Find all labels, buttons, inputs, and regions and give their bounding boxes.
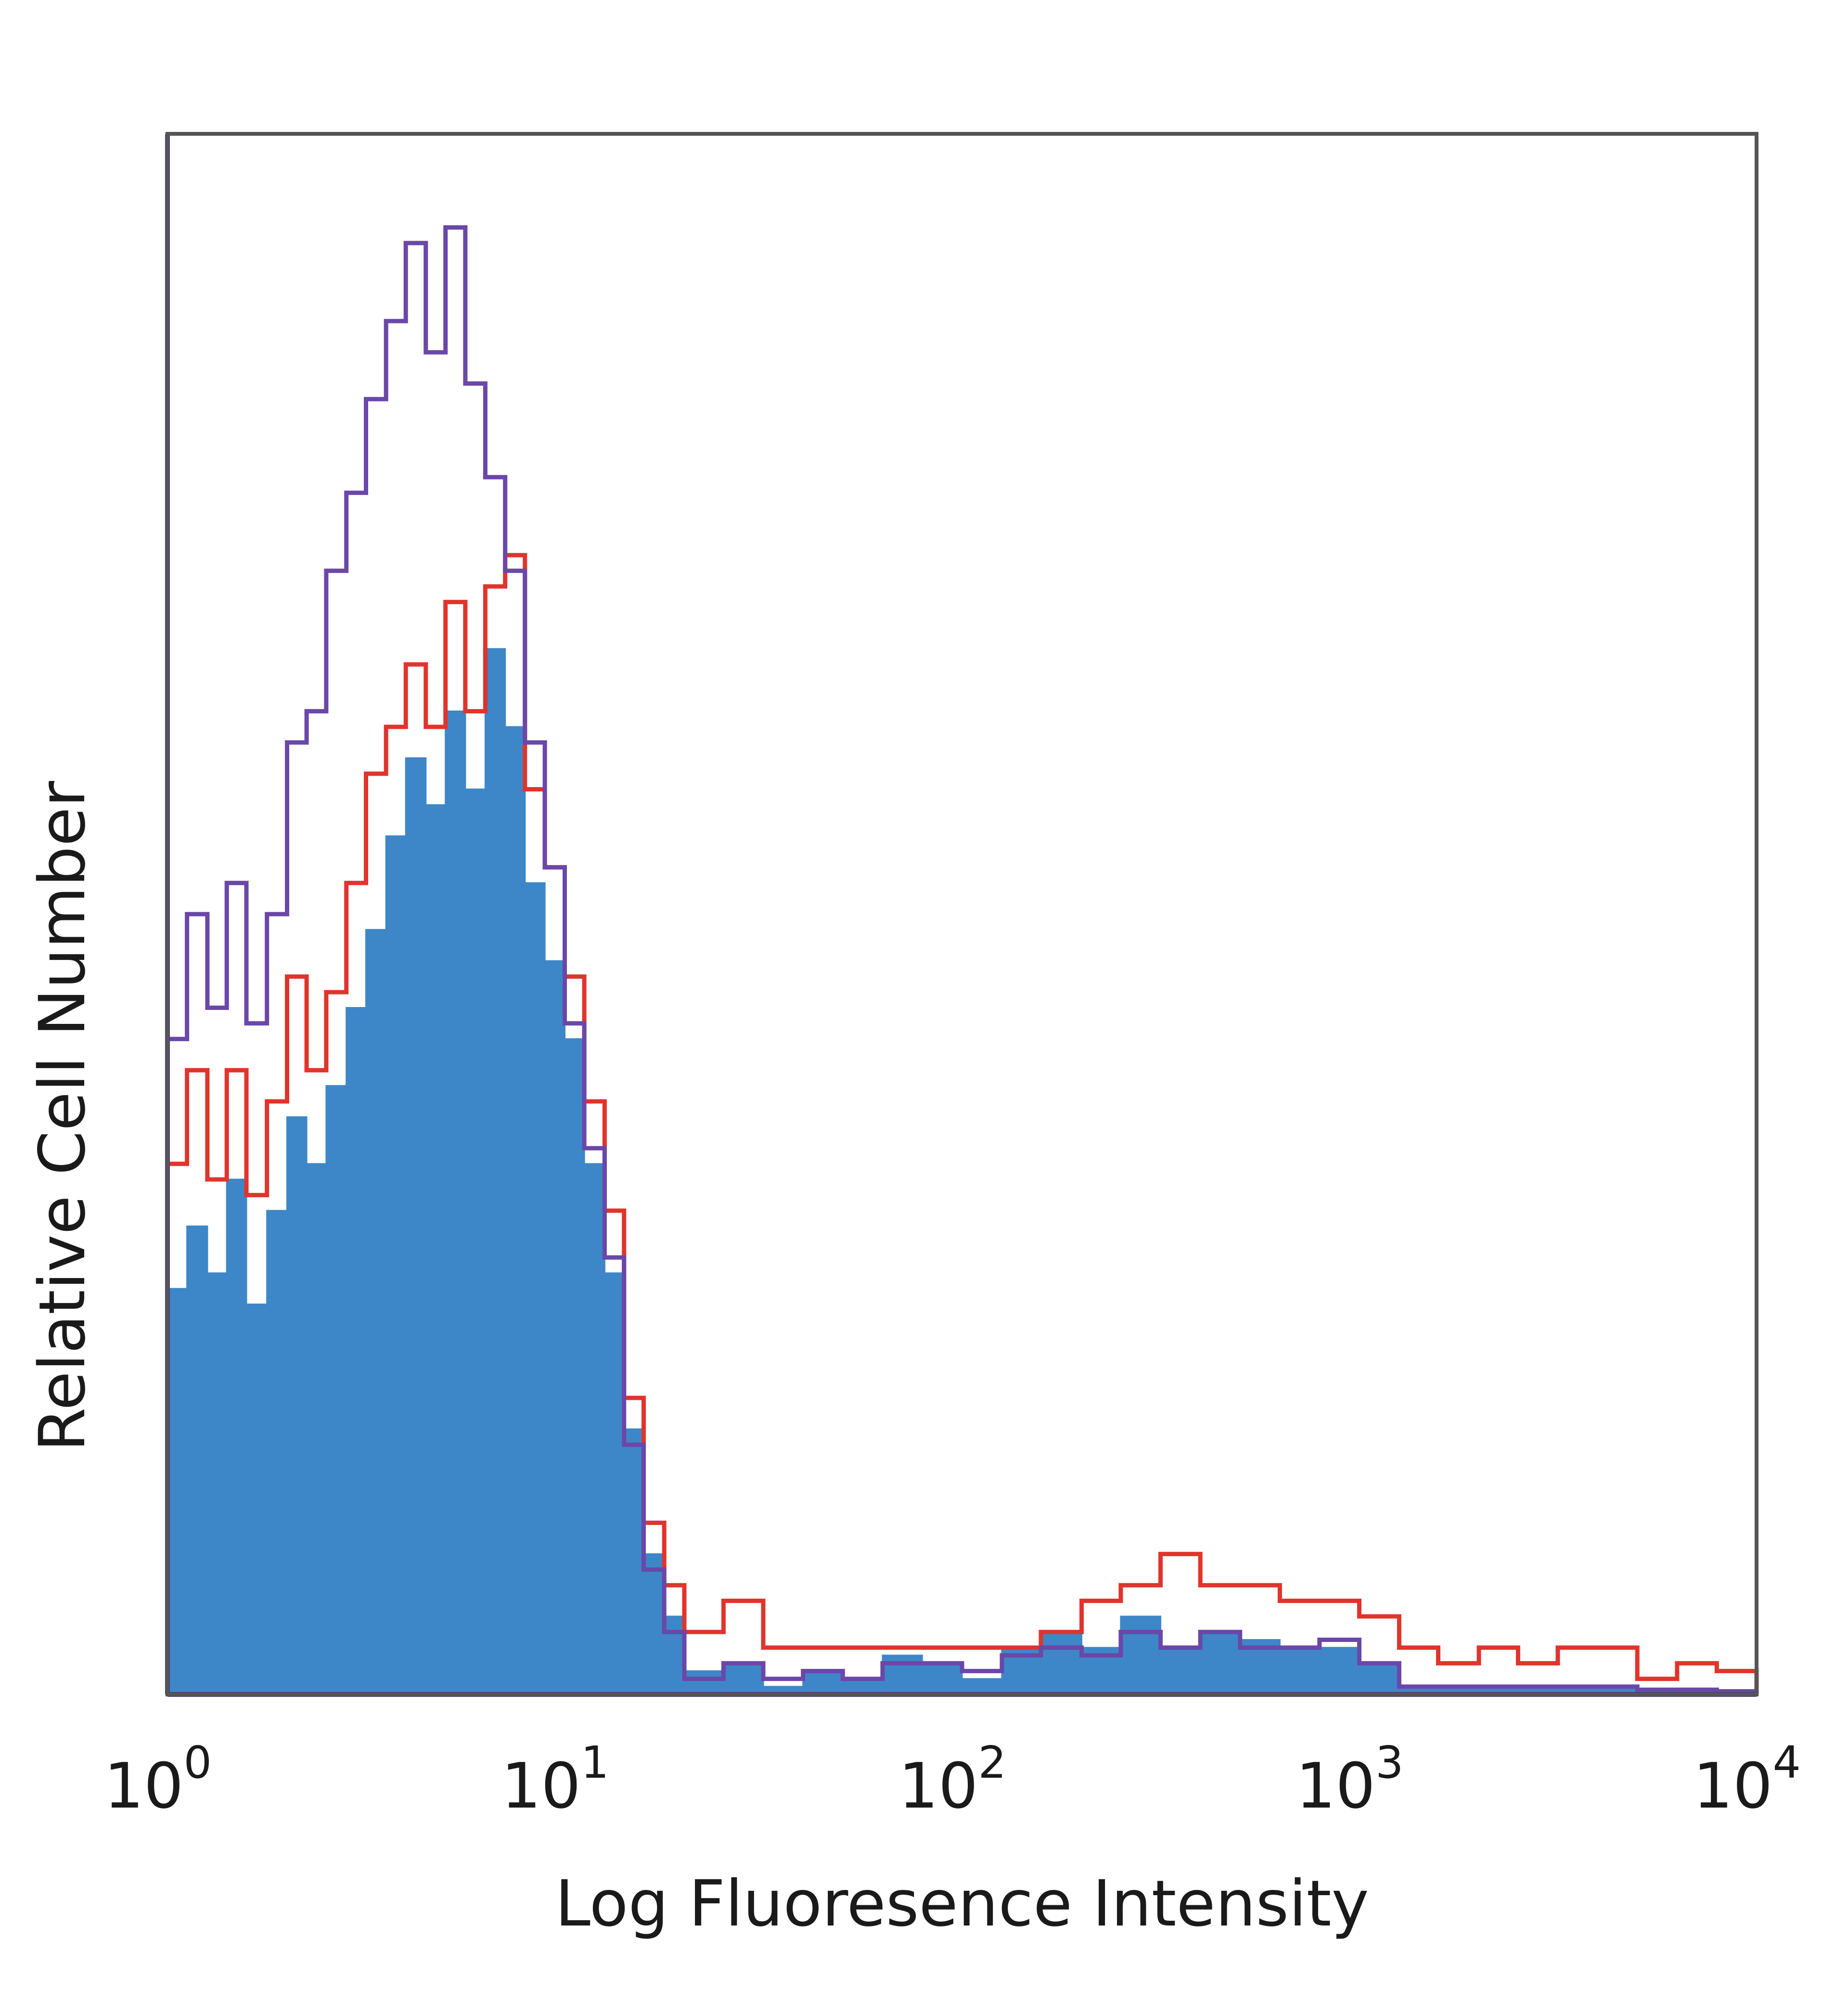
x-tick-label-4: 104 [1693,1737,1801,1822]
histogram-filled-series-0 [167,648,1758,1694]
x-tick-label-2: 102 [898,1737,1006,1822]
plot-frame [166,132,1758,1696]
histogram-outline-series-2 [165,225,1759,1694]
x-tick-label-3: 103 [1296,1737,1404,1822]
x-tick-label-1: 101 [501,1737,609,1822]
y-axis-label: Relative Cell Number [26,781,100,1452]
x-tick-label-0: 100 [104,1737,212,1822]
x-axis-label: Log Fluoresence Intensity [555,1867,1369,1941]
x-tick-labels: 100 101 102 103 104 [104,1737,1801,1822]
series-layer [165,134,1759,1697]
